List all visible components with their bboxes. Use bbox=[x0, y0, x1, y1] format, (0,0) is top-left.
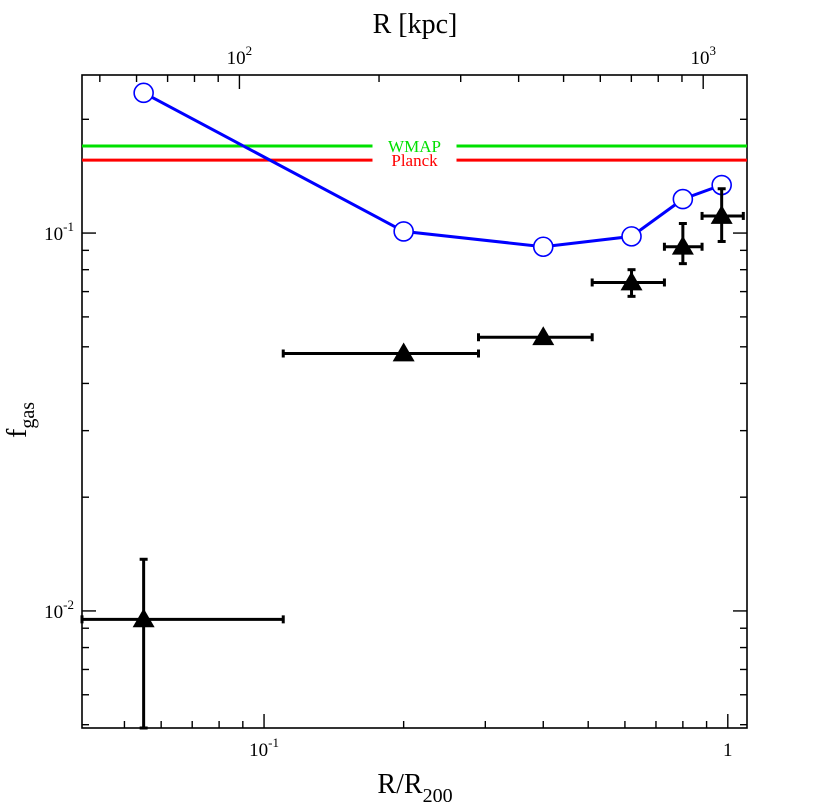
top-tick-label-exp: 3 bbox=[709, 43, 716, 58]
y-tick-label: 10-1 bbox=[44, 219, 74, 245]
y-tick-label-base: 10 bbox=[44, 224, 63, 245]
y-tick-label-exp: -2 bbox=[63, 597, 74, 612]
top-tick-label: 102 bbox=[227, 43, 252, 69]
x-tick-label-base: 10 bbox=[249, 740, 268, 761]
model-point bbox=[532, 236, 554, 258]
model-point bbox=[393, 221, 414, 242]
model-point bbox=[133, 82, 154, 104]
x-axis-title-main: R/R bbox=[377, 769, 422, 800]
observed-point bbox=[532, 326, 555, 346]
x-axis-title-sub: 200 bbox=[423, 785, 453, 807]
x-tick-label-exp: -1 bbox=[268, 735, 279, 750]
x-axis-title: R/R200 bbox=[377, 769, 452, 807]
y-tick-label-base: 10 bbox=[44, 602, 63, 623]
observed-point bbox=[132, 608, 155, 628]
observed-point bbox=[710, 204, 733, 224]
y-axis-title-main: f bbox=[2, 428, 33, 438]
model-point bbox=[621, 226, 642, 247]
top-tick-label-base: 10 bbox=[227, 48, 246, 69]
y-tick-label-exp: -1 bbox=[63, 219, 74, 234]
top-tick-label-base: 10 bbox=[690, 48, 709, 69]
observed-point bbox=[620, 271, 643, 291]
top-axis-title: R [kpc] bbox=[373, 9, 458, 40]
x-tick-label: 1 bbox=[723, 740, 733, 761]
ref-label-planck: Planck bbox=[391, 151, 438, 170]
y-axis-title: fgas bbox=[2, 402, 39, 438]
ref-label-wmap: WMAP bbox=[388, 137, 441, 156]
y-axis-title-sub: gas bbox=[17, 402, 39, 429]
top-tick-label: 103 bbox=[690, 43, 716, 69]
observed-point bbox=[671, 235, 694, 255]
model-point bbox=[672, 188, 694, 210]
plot-frame bbox=[81, 74, 748, 729]
y-tick-label: 10-2 bbox=[44, 597, 74, 623]
top-tick-label-exp: 2 bbox=[246, 43, 253, 58]
x-tick-label: 10-1 bbox=[249, 735, 279, 761]
observed-point bbox=[392, 342, 415, 362]
